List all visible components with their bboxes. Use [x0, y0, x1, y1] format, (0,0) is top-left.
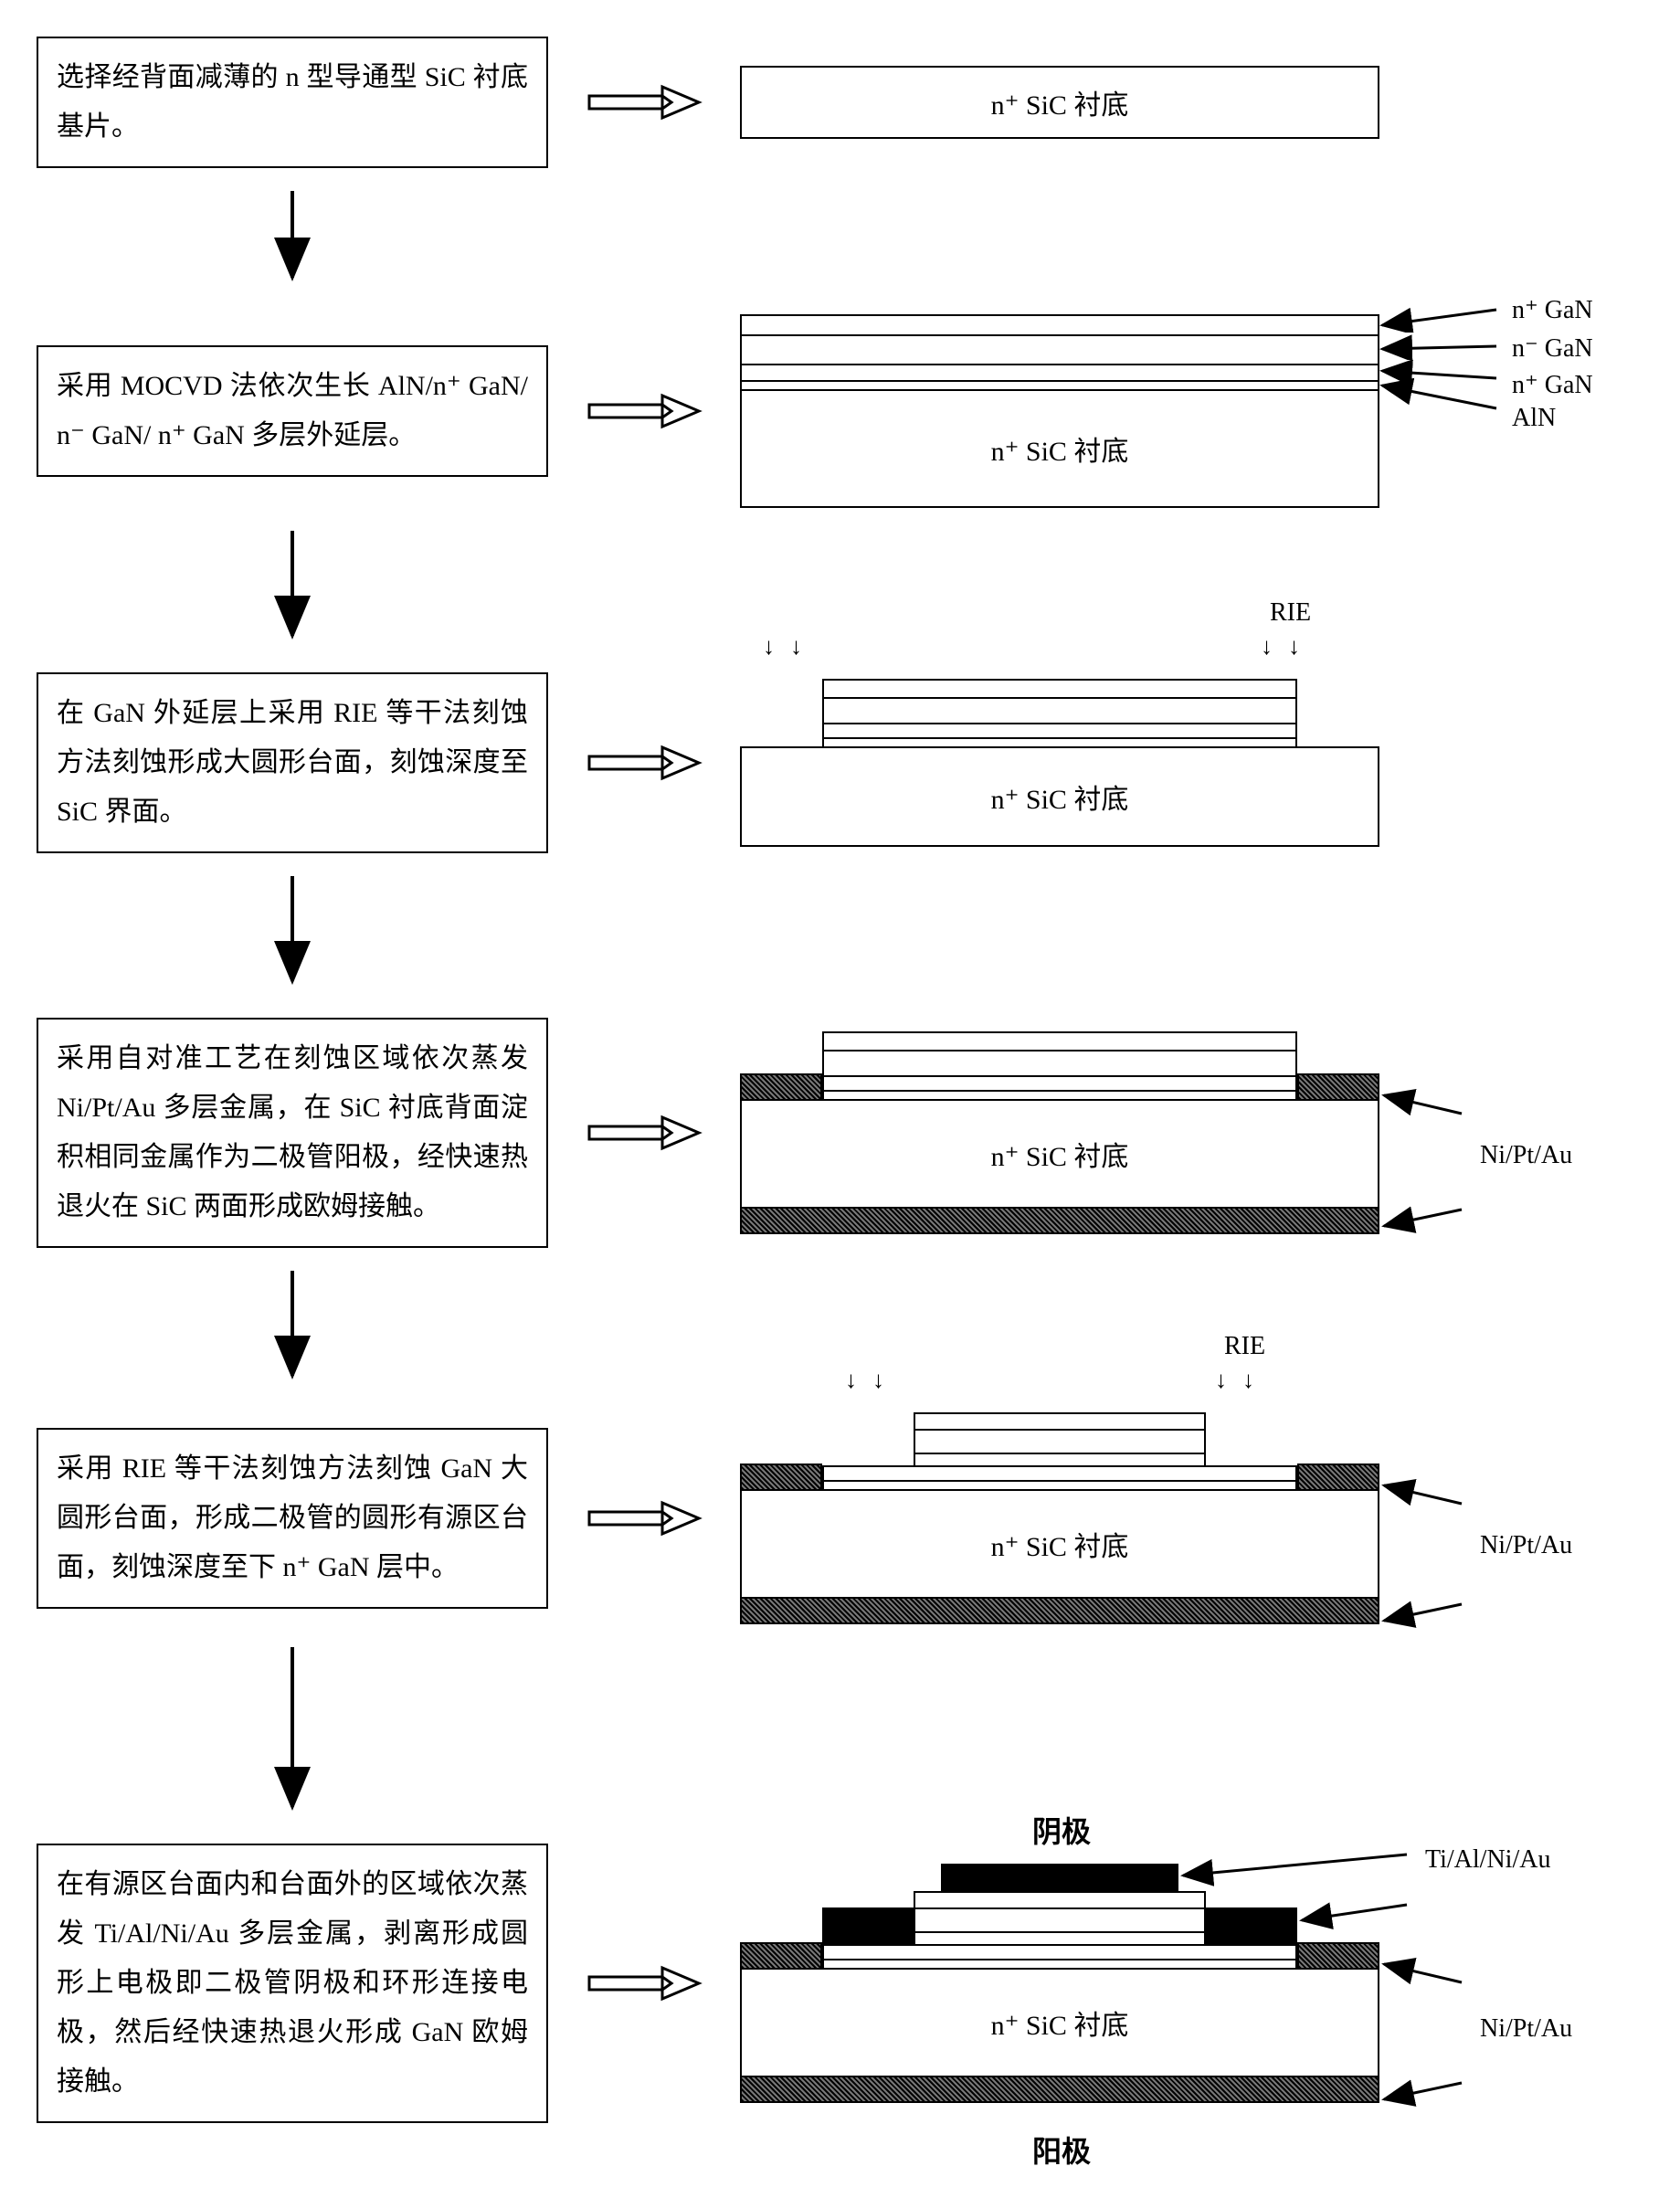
mesa6-t1 — [914, 1891, 1206, 1907]
mesa4-l3 — [822, 1075, 1297, 1090]
step-2-diagram: n⁺ SiC 衬底 n⁺ GaN n⁻ GaN n⁺ GaN AlN — [740, 314, 1643, 508]
arrow-right-3 — [585, 740, 703, 786]
mesa-l3 — [822, 723, 1297, 737]
metal-top-right-4 — [1297, 1073, 1379, 1099]
step-1-row: 选择经背面减薄的 n 型导通型 SiC 衬底基片。 n⁺ SiC 衬底 — [37, 37, 1643, 168]
rie-label-5: RIE — [1224, 1332, 1265, 1361]
step-3-row: 在 GaN 外延层上采用 RIE 等干法刻蚀方法刻蚀形成大圆形台面，刻蚀深度至 … — [37, 672, 1643, 853]
substrate-1-label: n⁺ SiC 衬底 — [991, 82, 1129, 122]
metal-label-6: Ni/Pt/Au — [1480, 2014, 1572, 2044]
down-arrow-3 — [37, 872, 548, 990]
rie-arrow-r1: ↓ — [1261, 633, 1273, 660]
metal-label-5: Ni/Pt/Au — [1480, 1531, 1572, 1560]
step-4-text: 采用自对准工艺在刻蚀区域依次蒸发 Ni/Pt/Au 多层金属，在 SiC 衬底背… — [37, 1018, 548, 1248]
step-2-row: 采用 MOCVD 法依次生长 AlN/n⁺ GaN/ n⁻ GaN/ n⁺ Ga… — [37, 314, 1643, 508]
layer-aln — [740, 380, 1379, 389]
rie5-l2: ↓ — [872, 1367, 884, 1394]
label-ngan-minus: n⁻ GaN — [1512, 333, 1593, 364]
mesa6-t2 — [914, 1907, 1206, 1931]
label-ngan-bot: n⁺ GaN — [1512, 369, 1593, 400]
substrate-2-label: n⁺ SiC 衬底 — [991, 428, 1129, 469]
mesa5-b2 — [822, 1480, 1297, 1489]
step-1-text: 选择经背面减薄的 n 型导通型 SiC 衬底基片。 — [37, 37, 548, 168]
step-5-row: 采用 RIE 等干法刻蚀方法刻蚀 GaN 大圆形台面，形成二极管的圆形有源区台面… — [37, 1412, 1643, 1624]
substrate-4: n⁺ SiC 衬底 — [740, 1099, 1379, 1209]
step-6-row: 在有源区台面内和台面外的区域依次蒸发 Ti/Al/Ni/Au 多层金属，剥离形成… — [37, 1844, 1643, 2123]
mesa5-t3 — [914, 1453, 1206, 1465]
arrow-right-4 — [585, 1110, 703, 1156]
substrate-3-label: n⁺ SiC 衬底 — [991, 777, 1129, 817]
mesa5-b1 — [822, 1465, 1297, 1480]
substrate-5-label: n⁺ SiC 衬底 — [991, 1524, 1129, 1564]
metal-bottom-6 — [740, 2077, 1379, 2103]
mesa6-b2 — [822, 1959, 1297, 1968]
rie5-r1: ↓ — [1215, 1367, 1227, 1394]
arrow-right-2 — [585, 388, 703, 434]
label-ngan-top: n⁺ GaN — [1512, 294, 1593, 325]
label-aln: AlN — [1512, 404, 1556, 433]
arrow-right-6 — [585, 1960, 703, 2006]
step-5-text: 采用 RIE 等干法刻蚀方法刻蚀 GaN 大圆形台面，形成二极管的圆形有源区台面… — [37, 1428, 548, 1609]
arrow-right-5 — [585, 1495, 703, 1541]
substrate-5: n⁺ SiC 衬底 — [740, 1489, 1379, 1599]
metal-tl-6 — [740, 1942, 822, 1968]
metal-top-left-4 — [740, 1073, 822, 1099]
ring-left — [822, 1907, 914, 1944]
mesa4-l2 — [822, 1050, 1297, 1075]
step-6-text: 在有源区台面内和台面外的区域依次蒸发 Ti/Al/Ni/Au 多层金属，剥离形成… — [37, 1844, 548, 2123]
metal-label-4: Ni/Pt/Au — [1480, 1141, 1572, 1170]
step-3-diagram: ↓ ↓ ↓ ↓ RIE n⁺ SiC 衬底 — [740, 679, 1643, 847]
step-3-text: 在 GaN 外延层上采用 RIE 等干法刻蚀方法刻蚀形成大圆形台面，刻蚀深度至 … — [37, 672, 548, 853]
rie5-l1: ↓ — [845, 1367, 857, 1394]
substrate-1: n⁺ SiC 衬底 — [740, 66, 1379, 139]
step-2-text: 采用 MOCVD 法依次生长 AlN/n⁺ GaN/ n⁻ GaN/ n⁺ Ga… — [37, 345, 548, 477]
step-6-diagram: 阴极 — [740, 1864, 1643, 2103]
mesa4-l1 — [822, 1031, 1297, 1050]
mesa6-t3 — [914, 1931, 1206, 1944]
ring-right — [1206, 1907, 1297, 1944]
down-arrow-1 — [37, 186, 548, 287]
mesa5-t1 — [914, 1412, 1206, 1429]
metal-tr-5 — [1297, 1464, 1379, 1489]
anode-label: 阳极 — [1032, 2129, 1091, 2171]
step-1-diagram: n⁺ SiC 衬底 — [740, 66, 1643, 139]
layer-ngan-top — [740, 314, 1379, 334]
cathode-label: 阴极 — [1032, 1809, 1091, 1851]
substrate-3: n⁺ SiC 衬底 — [740, 746, 1379, 847]
rie5-r2: ↓ — [1242, 1367, 1254, 1394]
mesa6-b1 — [822, 1944, 1297, 1959]
metal-tl-5 — [740, 1464, 822, 1489]
substrate-6: n⁺ SiC 衬底 — [740, 1968, 1379, 2077]
metal-tr-6 — [1297, 1942, 1379, 1968]
layer-ngan-bot — [740, 364, 1379, 380]
layer-ngan-minus — [740, 334, 1379, 364]
mesa4-l4 — [822, 1090, 1297, 1099]
step-5-diagram: ↓ ↓ ↓ ↓ RIE — [740, 1412, 1643, 1624]
arrow-right-1 — [585, 79, 703, 125]
cathode-metal — [941, 1864, 1178, 1891]
substrate-6-label: n⁺ SiC 衬底 — [991, 2003, 1129, 2043]
step-4-diagram: n⁺ SiC 衬底 Ni/Pt/Au — [740, 1031, 1643, 1234]
metal-bottom-4 — [740, 1209, 1379, 1234]
step-4-row: 采用自对准工艺在刻蚀区域依次蒸发 Ni/Pt/Au 多层金属，在 SiC 衬底背… — [37, 1018, 1643, 1248]
substrate-4-label: n⁺ SiC 衬底 — [991, 1134, 1129, 1174]
mesa-l1 — [822, 679, 1297, 697]
down-arrow-2 — [37, 526, 548, 645]
mesa-l2 — [822, 697, 1297, 723]
down-arrow-4 — [37, 1266, 548, 1385]
mesa-l4 — [822, 737, 1297, 746]
rie-arrow-l2: ↓ — [790, 633, 802, 660]
down-arrow-5 — [37, 1643, 548, 1816]
mesa5-t2 — [914, 1429, 1206, 1453]
rie-arrow-r2: ↓ — [1288, 633, 1300, 660]
rie-label-3: RIE — [1270, 598, 1311, 628]
substrate-2: n⁺ SiC 衬底 — [740, 389, 1379, 508]
rie-arrow-l1: ↓ — [763, 633, 775, 660]
top-metal-label: Ti/Al/Ni/Au — [1425, 1845, 1550, 1875]
metal-bottom-5 — [740, 1599, 1379, 1624]
